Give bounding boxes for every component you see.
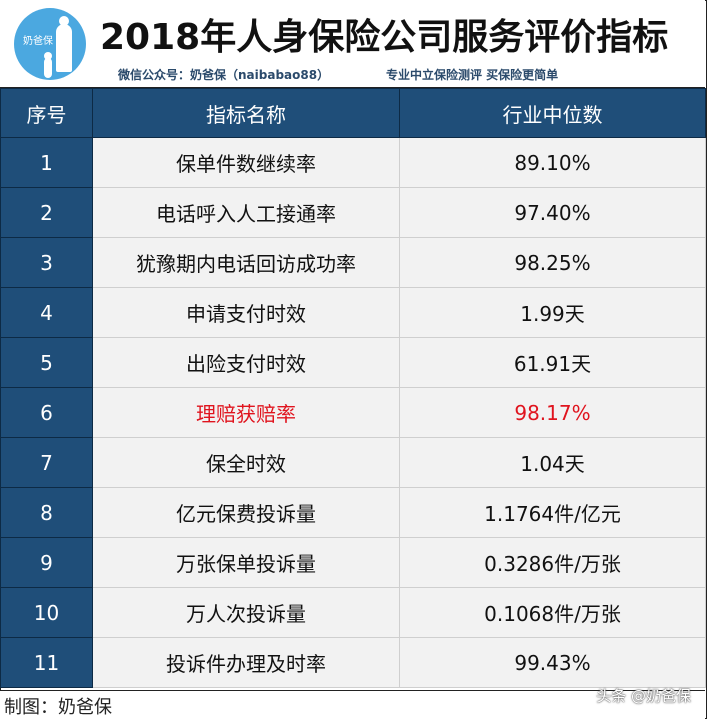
- header: 奶爸保 2018年人身保险公司服务评价指标 微信公众号：奶爸保（naibabao…: [0, 0, 705, 88]
- industry-median: 1.04天: [399, 437, 706, 488]
- row-number: 1: [0, 137, 93, 188]
- indicator-name: 投诉件办理及时率: [92, 637, 400, 688]
- subtitle-slogan: 专业中立保险测评 买保险更简单: [386, 68, 559, 82]
- indicator-name: 理赔获赔率: [92, 387, 400, 438]
- child-body-icon: [44, 58, 52, 78]
- industry-median: 1.1764件/亿元: [399, 487, 706, 538]
- page-title: 2018年人身保险公司服务评价指标: [100, 17, 669, 58]
- table-row: 3 犹豫期内电话回访成功率 98.25%: [0, 237, 706, 288]
- table-row: 8 亿元保费投诉量 1.1764件/亿元: [0, 487, 706, 538]
- indicator-name: 保全时效: [92, 437, 400, 488]
- subtitle-wechat: 微信公众号：奶爸保（naibabao88）: [118, 68, 330, 82]
- table-row: 11 投诉件办理及时率 99.43%: [0, 637, 706, 688]
- industry-median: 97.40%: [399, 187, 706, 238]
- table-row: 5 出险支付时效 61.91天: [0, 337, 706, 388]
- indicator-name: 保单件数继续率: [92, 137, 400, 188]
- watermark: 头条 @奶爸保: [596, 687, 691, 705]
- table-row: 4 申请支付时效 1.99天: [0, 287, 706, 338]
- indicator-name: 万张保单投诉量: [92, 537, 400, 588]
- table-row: 6 理赔获赔率 98.17%: [0, 387, 706, 438]
- parent-body-icon: [56, 24, 72, 72]
- row-number: 3: [0, 237, 93, 288]
- column-header-name: 指标名称: [92, 88, 400, 138]
- industry-median: 0.3286件/万张: [399, 537, 706, 588]
- row-number: 7: [0, 437, 93, 488]
- row-number: 11: [0, 637, 93, 688]
- row-number: 2: [0, 187, 93, 238]
- indicator-name: 电话呼入人工接通率: [92, 187, 400, 238]
- industry-median: 98.17%: [399, 387, 706, 438]
- industry-median: 89.10%: [399, 137, 706, 188]
- industry-median: 99.43%: [399, 637, 706, 688]
- indicator-table: 序号 指标名称 行业中位数 1 保单件数继续率 89.10% 2 电话呼入人工接通率 97…: [0, 88, 706, 688]
- footer: 制图：奶爸保 头条 @奶爸保: [0, 687, 705, 719]
- footer-credit: 制图：奶爸保: [4, 697, 112, 718]
- table-row: 2 电话呼入人工接通率 97.40%: [0, 187, 706, 238]
- industry-median: 1.99天: [399, 287, 706, 338]
- row-number: 5: [0, 337, 93, 388]
- indicator-name: 申请支付时效: [92, 287, 400, 338]
- table-header-row: 序号 指标名称 行业中位数: [0, 88, 706, 138]
- logo-text: 奶爸保: [23, 36, 53, 47]
- table-row: 7 保全时效 1.04天: [0, 437, 706, 488]
- table-row: 1 保单件数继续率 89.10%: [0, 137, 706, 188]
- indicator-name: 亿元保费投诉量: [92, 487, 400, 538]
- row-number: 8: [0, 487, 93, 538]
- indicator-name: 出险支付时效: [92, 337, 400, 388]
- table-row: 9 万张保单投诉量 0.3286件/万张: [0, 537, 706, 588]
- row-number: 6: [0, 387, 93, 438]
- row-number: 9: [0, 537, 93, 588]
- indicator-name: 犹豫期内电话回访成功率: [92, 237, 400, 288]
- child-figure-icon: [44, 52, 52, 60]
- industry-median: 98.25%: [399, 237, 706, 288]
- industry-median: 0.1068件/万张: [399, 587, 706, 638]
- industry-median: 61.91天: [399, 337, 706, 388]
- parent-figure-icon: [59, 16, 69, 26]
- row-number: 4: [0, 287, 93, 338]
- logo: 奶爸保: [14, 8, 86, 80]
- column-header-median: 行业中位数: [399, 88, 706, 138]
- column-header-no: 序号: [0, 88, 93, 138]
- row-number: 10: [0, 587, 93, 638]
- table-row: 10 万人次投诉量 0.1068件/万张: [0, 587, 706, 638]
- indicator-name: 万人次投诉量: [92, 587, 400, 638]
